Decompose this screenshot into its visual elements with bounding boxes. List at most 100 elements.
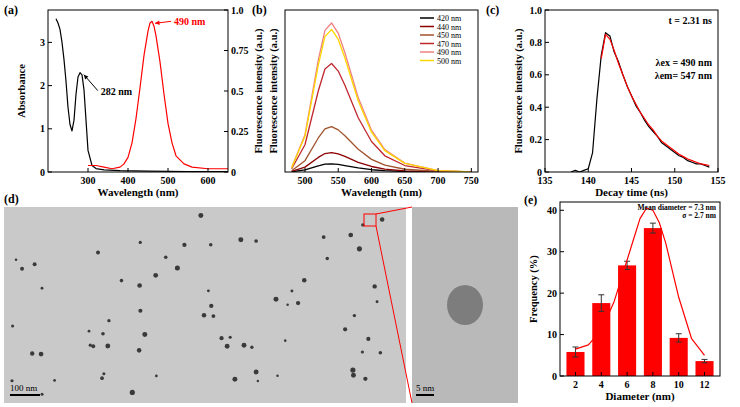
particle <box>20 267 24 271</box>
particle <box>30 351 34 355</box>
y2-tick-label: 1.0 <box>231 5 244 16</box>
panel-label: (a) <box>4 3 18 17</box>
error-bar <box>650 223 656 233</box>
arrow-shaft <box>84 75 98 91</box>
particle <box>142 332 147 337</box>
particle <box>41 287 44 290</box>
x-tick-label: 550 <box>331 175 346 186</box>
x-tick-label: 2 <box>573 379 578 390</box>
line <box>292 153 472 172</box>
y-axis-label: Absorbance <box>16 64 27 118</box>
particle <box>10 379 13 382</box>
annotation: σ = 2.7 nm <box>682 211 717 220</box>
error-cap <box>650 223 656 224</box>
y-tick <box>560 376 564 377</box>
particle <box>276 374 279 377</box>
particle <box>107 319 110 322</box>
particle <box>89 344 92 347</box>
panel: 24681012010203040Diameter (nm)Frequency … <box>528 202 720 403</box>
zoom-line <box>376 226 412 403</box>
y-tick-label: 30 <box>547 246 557 257</box>
error-cap <box>702 359 708 360</box>
y2-tick <box>224 10 228 11</box>
particle <box>207 289 210 292</box>
x-tick-label: 6 <box>625 379 630 390</box>
particle <box>155 375 158 378</box>
particle <box>254 239 258 243</box>
legend-label: 500 nm <box>437 57 462 66</box>
legend-swatch <box>420 17 434 19</box>
scale-bar <box>10 394 40 396</box>
line <box>88 21 228 168</box>
particle <box>254 370 259 375</box>
arrow-head <box>155 21 160 25</box>
particle <box>350 367 355 372</box>
legend-swatch <box>420 51 434 53</box>
x-tick <box>438 168 439 172</box>
annotation: 490 nm <box>174 16 206 27</box>
particle <box>343 327 347 331</box>
particle <box>363 377 367 381</box>
error-cap <box>598 294 604 295</box>
x-axis-label: Wavelength (nm) <box>341 186 422 199</box>
particle <box>357 246 362 251</box>
panel: 13514014515015500.20.40.60.81.0Decay tim… <box>513 5 726 200</box>
y-tick <box>560 251 564 252</box>
particle <box>250 346 253 349</box>
error-cap <box>598 311 604 312</box>
line <box>292 127 472 172</box>
x-tick <box>371 168 372 172</box>
particle <box>137 283 142 288</box>
legend: 420 nm440 nm450 nm470 nm490 nm500 nm <box>420 14 462 66</box>
x-tick-label: 8 <box>650 379 655 390</box>
particle <box>372 284 376 288</box>
legend-swatch <box>420 34 434 36</box>
line <box>292 63 472 172</box>
error-stem <box>601 295 602 312</box>
x-tick-label: 650 <box>397 175 412 186</box>
y-tick-label: 0.8 <box>530 37 543 48</box>
figure: 300400500600012300.250.50.751.0Wavelengt… <box>0 0 740 407</box>
y-tick <box>48 42 52 43</box>
y-tick-label: 3 <box>40 37 45 48</box>
x-tick <box>678 372 679 376</box>
x-axis-label: Wavelength (nm) <box>98 186 179 199</box>
particle <box>238 237 243 242</box>
x-tick <box>338 168 339 172</box>
bar <box>695 361 713 376</box>
x-axis-label: Decay time (ns) <box>595 186 668 199</box>
error-cap <box>624 269 630 270</box>
x-tick <box>588 168 589 172</box>
x-tick <box>168 168 169 172</box>
annotation-arrow <box>84 75 98 91</box>
y-tick <box>545 139 549 140</box>
particle <box>273 297 278 302</box>
frame <box>285 10 478 172</box>
plot-area <box>292 23 472 172</box>
zoom-box <box>364 214 376 226</box>
y2-tick <box>224 91 228 92</box>
frame <box>560 202 720 376</box>
particle <box>130 390 135 395</box>
x-tick-label: 400 <box>121 175 136 186</box>
particle <box>284 339 287 342</box>
panel: 500550600650700750Wavelength (nm)Fluores… <box>268 10 479 199</box>
particle <box>137 348 142 353</box>
x-tick-label: 140 <box>581 175 596 186</box>
x-tick <box>304 168 305 172</box>
particle <box>286 303 288 305</box>
y2-axis-label: Fluorescence intensity (a.u.) <box>253 28 265 154</box>
y-tick <box>560 334 564 335</box>
x-tick-label: 700 <box>431 175 446 186</box>
particle <box>242 343 247 348</box>
tem-image-right <box>412 207 518 403</box>
x-tick-label: 4 <box>599 379 604 390</box>
arrow-head <box>84 75 89 80</box>
particle <box>96 251 100 255</box>
y-tick-label: 0 <box>40 167 45 178</box>
particle <box>100 376 104 380</box>
x-tick <box>652 372 653 376</box>
y-tick-label: 0 <box>552 371 557 382</box>
y-tick <box>545 172 549 173</box>
plot-area <box>571 33 709 172</box>
